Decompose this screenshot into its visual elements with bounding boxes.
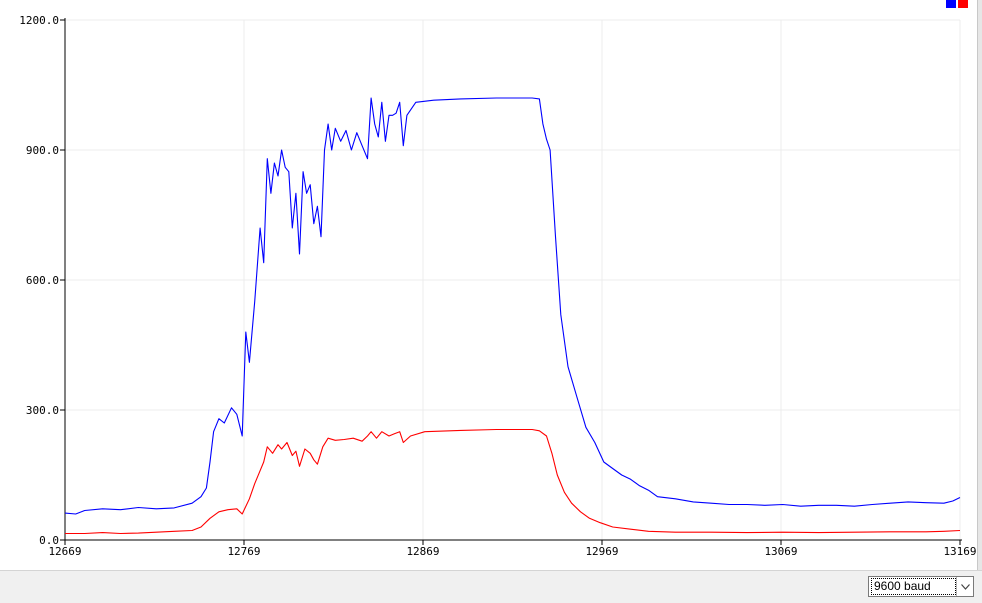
bottom-toolbar: 9600 baud <box>0 570 982 603</box>
baud-rate-value: 9600 baud <box>871 578 956 595</box>
y-tick-label-2: 600.0 <box>26 274 59 287</box>
y-tick-label-4: 1200.0 <box>19 14 59 27</box>
window-right-edge <box>977 0 982 570</box>
x-tick-label-0: 12669 <box>48 545 81 558</box>
x-tick-label-1: 12769 <box>227 545 260 558</box>
x-tick-label-2: 12869 <box>406 545 439 558</box>
y-tick-label-0: 0.0 <box>39 534 59 547</box>
baud-rate-select[interactable]: 9600 baud <box>868 576 974 597</box>
legend-swatch-0 <box>946 0 956 8</box>
legend-swatch-1 <box>958 0 968 8</box>
series-line-1 <box>65 428 961 535</box>
x-tick-label-5: 13169 <box>943 545 976 558</box>
plot-area: 0.0 300.0 600.0 900.0 1200.0 12669 12769 12869 1… <box>19 14 976 558</box>
x-tick-label-4: 13069 <box>764 545 797 558</box>
series-line-0 <box>64 97 961 515</box>
y-tick-label-1: 300.0 <box>26 404 59 417</box>
x-tick-label-3: 12969 <box>585 545 618 558</box>
chevron-down-icon[interactable] <box>956 577 973 596</box>
legend <box>946 0 968 8</box>
y-tick-label-3: 900.0 <box>26 144 59 157</box>
